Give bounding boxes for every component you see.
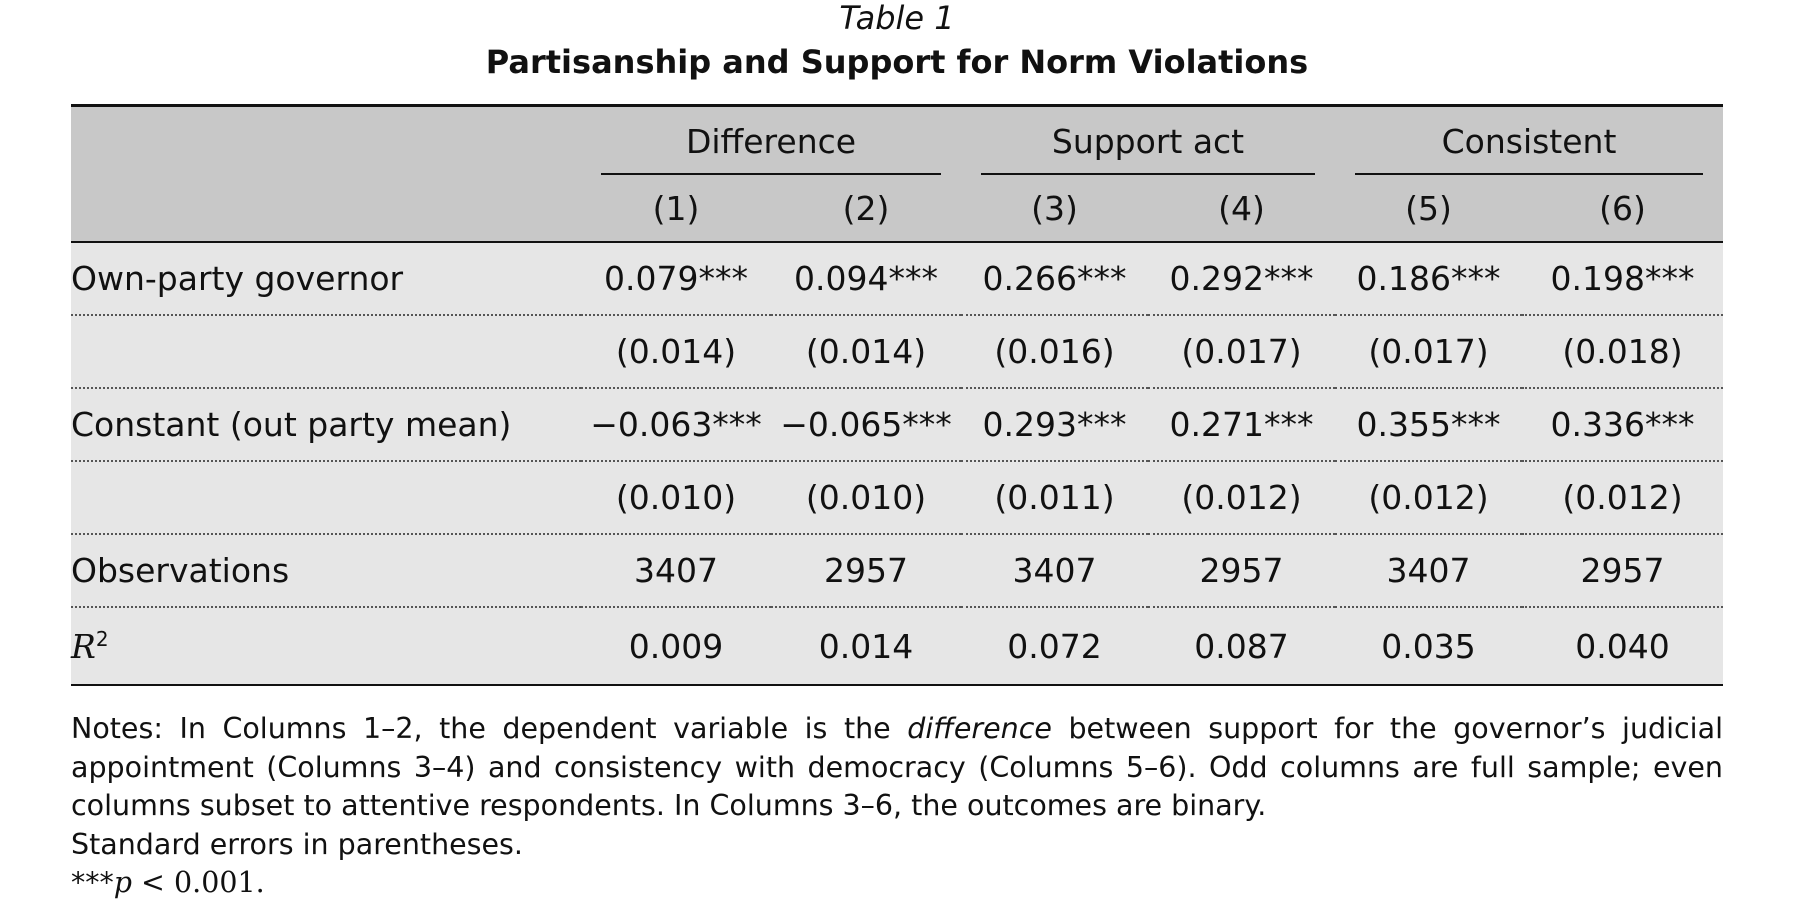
value-cell: 3407 [1335,534,1522,608]
value-cell: 0.072 [1007,626,1102,666]
notes-standard-errors: Standard errors in parentheses. [71,827,523,861]
value-cell: 0.009 [628,626,724,666]
r-squared-letter: R [71,626,96,666]
column-group-support-act: Support act [961,106,1335,176]
coefficient-cell: 0.198*** [1522,242,1724,316]
coefficient-cell: 0.186*** [1335,242,1522,316]
notes-significance: ***p < 0.001. [71,864,1723,903]
value-cell: 2957 [771,534,961,608]
column-header-3: (3) [1031,188,1078,228]
coefficient-cell: 0.336*** [1522,388,1724,462]
value-cell: 0.035 [1381,626,1476,666]
table-row-constant: Constant (out party mean) −0.063*** −0.0… [71,388,1724,462]
value-cell: 3407 [581,534,771,608]
row-label: Own-party governor [71,242,581,316]
p-value-symbol: p [113,866,132,899]
regression-table-container: Difference Support act Consistent (1) (2… [71,104,1724,686]
standard-error-cell: (0.011) [961,461,1148,535]
row-label [71,315,581,389]
row-label: Observations [71,534,581,608]
value-cell: 2957 [1148,534,1335,608]
standard-error-cell: (0.014) [771,315,961,389]
column-header-1: (1) [652,188,700,228]
table-row-standard-errors: (0.010) (0.010) (0.011) (0.012) (0.012) … [71,461,1724,535]
value-cell: 0.087 [1194,626,1289,666]
table-row-own-party-governor: Own-party governor 0.079*** 0.094*** 0.2… [71,242,1724,316]
table-row-standard-errors: (0.014) (0.014) (0.016) (0.017) (0.017) … [71,315,1724,389]
value-cell: 3407 [961,534,1148,608]
header-stub [71,106,581,176]
column-header-5: (5) [1405,188,1452,228]
coefficient-cell: 0.293*** [961,388,1148,462]
standard-error-cell: (0.018) [1522,315,1724,389]
coefficient-cell: 0.079*** [581,242,771,316]
header-stub [71,175,581,242]
column-header-6: (6) [1599,188,1646,228]
coefficient-cell: 0.292*** [1148,242,1335,316]
table-body: Own-party governor 0.079*** 0.094*** 0.2… [71,242,1724,685]
column-group-label: Support act [981,108,1315,175]
table-row-r-squared: R2 0.009 0.014 0.072 0.087 0.035 0.040 [71,607,1724,685]
significance-stars: *** [71,866,114,899]
table-row-observations: Observations 3407 2957 3407 2957 3407 29… [71,534,1724,608]
standard-error-cell: (0.017) [1148,315,1335,389]
standard-error-cell: (0.012) [1335,461,1522,535]
standard-error-cell: (0.017) [1335,315,1522,389]
p-value-threshold: < 0.001. [132,866,265,899]
standard-error-cell: (0.010) [771,461,961,535]
standard-error-cell: (0.010) [581,461,771,535]
notes-text: Notes: In Columns 1–2, the dependent var… [71,712,908,745]
column-header-2: (2) [842,188,890,228]
table-header: Difference Support act Consistent (1) (2… [71,105,1724,242]
column-group-difference: Difference [581,106,961,176]
coefficient-cell: 0.271*** [1148,388,1335,462]
table-notes: Notes: In Columns 1–2, the dependent var… [71,710,1723,903]
value-cell: 2957 [1522,534,1724,608]
coefficient-cell: −0.063*** [581,388,771,462]
column-group-label: Difference [601,108,941,175]
value-cell: 0.014 [818,626,914,666]
row-label: R2 [71,607,581,685]
r-squared-exponent: 2 [95,626,109,651]
notes-text: between support for the governor’s judic… [71,712,1723,822]
standard-error-cell: (0.014) [581,315,771,389]
coefficient-cell: −0.065*** [771,388,961,462]
notes-paragraph: Notes: In Columns 1–2, the dependent var… [71,710,1723,826]
column-header-4: (4) [1218,188,1265,228]
coefficient-cell: 0.094*** [771,242,961,316]
table-title: Partisanship and Support for Norm Violat… [485,43,1309,81]
column-group-row: Difference Support act Consistent [71,105,1724,176]
regression-table: Difference Support act Consistent (1) (2… [71,104,1724,686]
table-caption-label: Table 1 [839,0,955,37]
column-group-label: Consistent [1355,108,1704,175]
coefficient-cell: 0.266*** [961,242,1148,316]
row-label: Constant (out party mean) [71,388,581,462]
column-group-consistent: Consistent [1335,106,1723,176]
coefficient-cell: 0.355*** [1335,388,1522,462]
row-label [71,461,581,535]
standard-error-cell: (0.012) [1148,461,1335,535]
standard-error-cell: (0.016) [961,315,1148,389]
standard-error-cell: (0.012) [1522,461,1724,535]
column-number-row: (1) (2) (3) (4) (5) (6) [71,175,1724,242]
r-squared-symbol: R2 [71,627,109,666]
value-cell: 0.040 [1575,626,1670,666]
notes-emphasis: difference [907,712,1052,745]
